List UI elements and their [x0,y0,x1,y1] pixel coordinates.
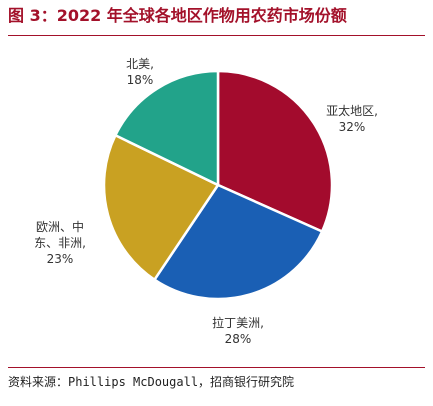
slice-name-label: 北美, [126,57,154,71]
pie-slice-1 [153,183,324,301]
pie-slices [102,69,334,301]
slice-label-0: 亚太地区, 32% [326,103,378,134]
pie-slice-0 [216,69,334,233]
pie-chart: 亚太地区, 32% 拉丁美洲, 28% 欧洲、中东、非洲, 23% 北美, 18% [34,57,378,346]
slice-name-label: 欧洲、中 [36,219,84,234]
pie-labels: 亚太地区, 32% 拉丁美洲, 28% 欧洲、中东、非洲, 23% 北美, 18% [34,57,378,346]
chart-title: 图 3：2022 年全球各地区作物用农药市场份额 [8,6,347,25]
slice-value-label: 23% [47,252,74,266]
title-divider [8,35,425,36]
source-note: 资料来源：Phillips McDougall，招商银行研究院 [8,375,295,389]
slice-name-label: 亚太地区, [326,103,378,118]
slice-label-1: 拉丁美洲, 28% [212,315,264,346]
slice-name-label: 东、非洲, [34,236,86,250]
slice-label-3: 北美, 18% [126,57,154,87]
slice-label-2: 欧洲、中东、非洲, 23% [34,219,86,266]
slice-value-label: 32% [339,120,366,134]
pie-slice-3 [114,69,220,187]
slice-value-label: 28% [225,332,252,346]
source-divider [8,367,425,368]
slice-name-label: 拉丁美洲, [212,315,264,330]
slice-value-label: 18% [127,73,154,87]
